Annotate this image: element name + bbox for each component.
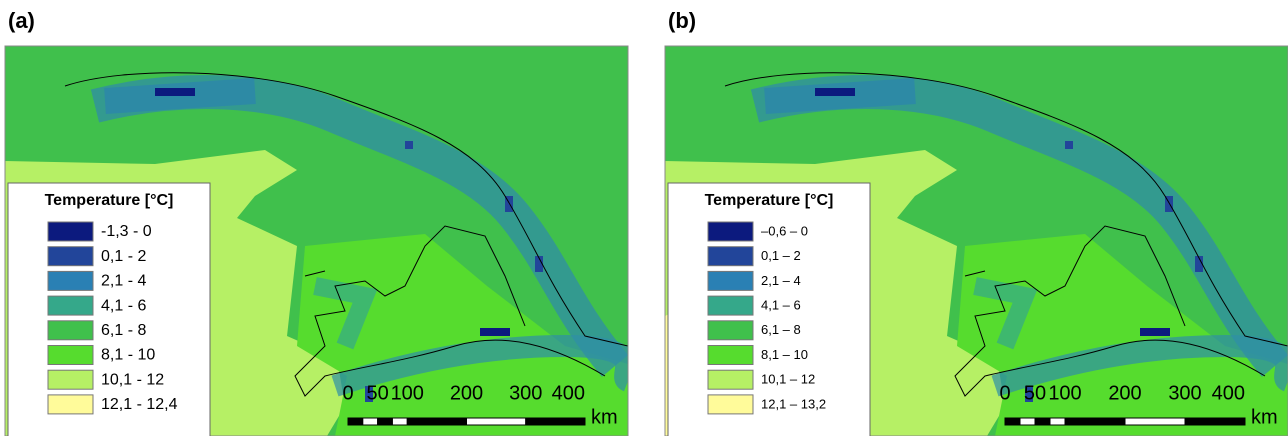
legend-label: 6,1 – 8	[761, 322, 801, 337]
scale-segment	[466, 417, 527, 426]
scale-label: 100	[391, 382, 424, 404]
scale-label: 0	[999, 382, 1010, 404]
legend-swatch	[707, 295, 754, 316]
legend-label: 12,1 - 12,4	[101, 396, 178, 413]
scale-segment	[1124, 417, 1186, 426]
legend-box	[667, 182, 871, 436]
legend-swatch	[47, 345, 94, 365]
legend-swatch	[707, 320, 754, 341]
legend-swatch	[707, 246, 754, 267]
legend-label: 8,1 – 10	[761, 347, 808, 362]
legend-swatch	[47, 369, 94, 390]
legend-label: 0,1 – 2	[761, 248, 801, 263]
scale-label: 200	[1108, 382, 1141, 404]
panel-label: (a)	[8, 8, 35, 33]
scale-segment	[525, 417, 586, 426]
scale-label: 200	[450, 382, 483, 404]
legend-swatch	[47, 394, 94, 415]
legend-swatch	[47, 295, 94, 316]
scale-segment	[1184, 417, 1246, 426]
legend-title: Temperature [°C]	[705, 192, 834, 209]
legend-swatch	[47, 270, 94, 291]
scale-segment	[406, 417, 467, 426]
scale-label: 100	[1048, 382, 1081, 404]
legend-label: 2,1 - 4	[101, 273, 146, 290]
legend-swatch	[707, 345, 754, 365]
scale-label: 400	[552, 382, 585, 404]
map-panel: Temperature [°C] –0,6 – 0 0,1 – 2 2,1 – 4 4,…	[665, 46, 1288, 436]
scale-segment	[1049, 417, 1066, 426]
legend-label: 0,1 - 2	[101, 248, 146, 265]
scale-label: 50	[367, 382, 389, 404]
scale-unit: km	[1251, 406, 1278, 428]
panel-label: (b)	[668, 8, 696, 33]
scale-label: 400	[1212, 382, 1245, 404]
scale-label: 300	[509, 382, 542, 404]
legend-label: 8,1 - 10	[101, 347, 155, 364]
scale-segment	[362, 417, 379, 426]
legend-title: Temperature [°C]	[45, 192, 174, 209]
legend-swatch	[47, 221, 94, 242]
scale-label: 50	[1024, 382, 1046, 404]
legend-swatch	[47, 320, 94, 341]
scale-segment	[377, 417, 393, 426]
legend-label: 2,1 – 4	[761, 273, 801, 288]
legend-swatch	[47, 246, 94, 267]
scale-segment	[1064, 417, 1126, 426]
legend-label: 10,1 - 12	[101, 371, 164, 388]
legend-label: 4,1 – 6	[761, 298, 801, 313]
map-frame	[664, 45, 1288, 436]
legend-label: -1,3 - 0	[101, 223, 152, 240]
legend-label: 12,1 – 13,2	[761, 396, 826, 411]
scale-label: 0	[342, 382, 353, 404]
scale-segment	[1034, 417, 1051, 426]
legend-label: 10,1 – 12	[761, 372, 815, 387]
scale-segment	[391, 417, 408, 426]
legend-box	[7, 182, 211, 436]
legend-label: –0,6 – 0	[761, 223, 808, 238]
legend-label: 4,1 - 6	[101, 297, 146, 314]
scale-segment	[1004, 417, 1021, 426]
legend-label: 6,1 - 8	[101, 322, 146, 339]
map-panel: Temperature [°C] -1,3 - 0 0,1 - 2 2,1 - 4 4,…	[5, 46, 628, 436]
legend-swatch	[707, 369, 754, 390]
legend-swatch	[707, 221, 754, 242]
legend-swatch	[707, 394, 754, 415]
scale-segment	[347, 417, 364, 426]
map-frame	[4, 45, 629, 436]
scale-label: 300	[1168, 382, 1201, 404]
legend-swatch	[707, 270, 754, 291]
scale-segment	[1019, 417, 1036, 426]
scale-unit: km	[591, 406, 618, 428]
